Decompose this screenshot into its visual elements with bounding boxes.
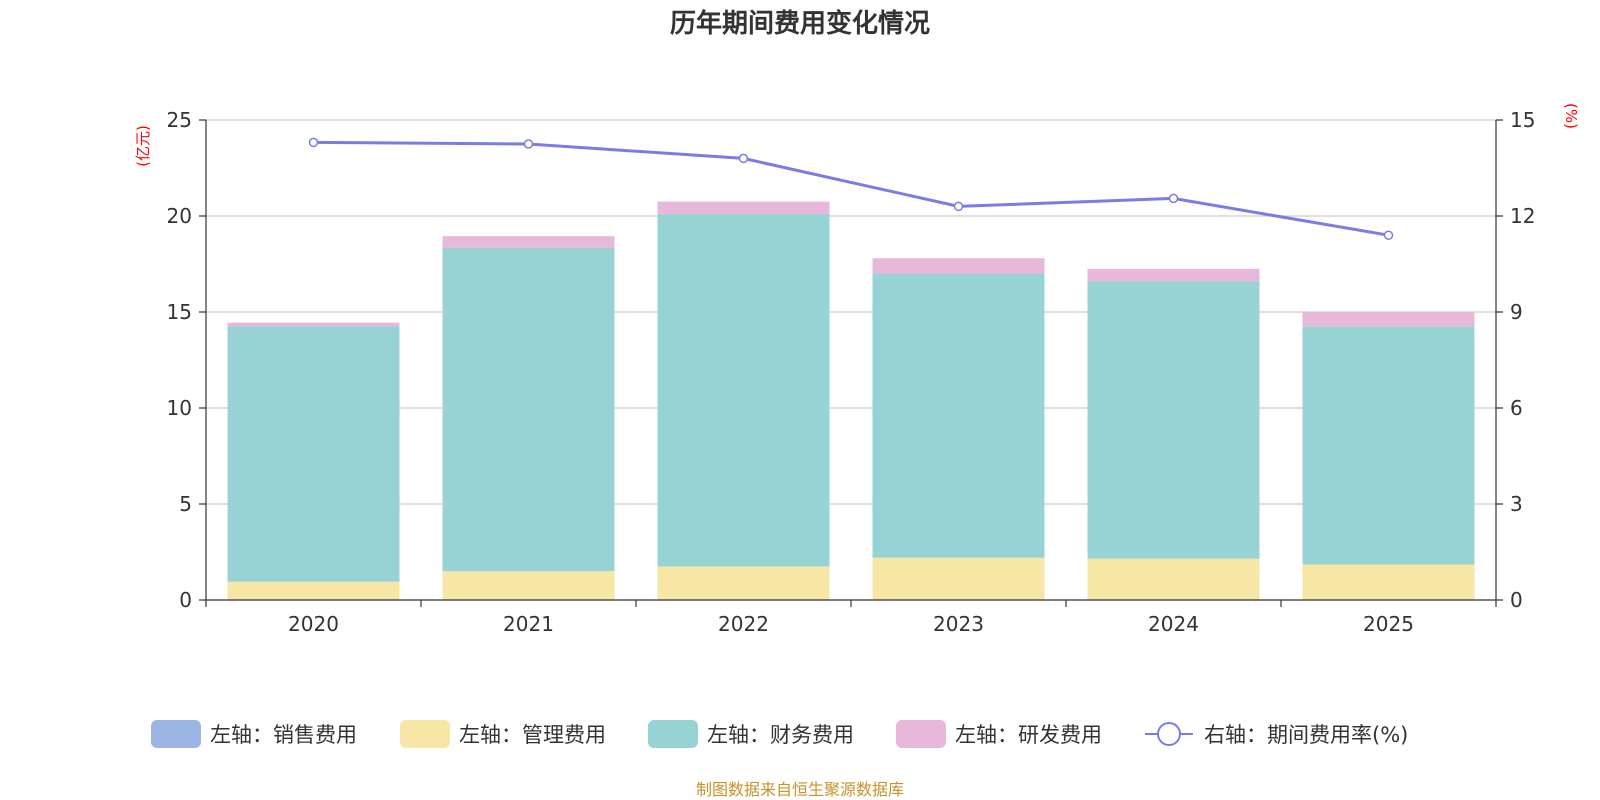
rate-point-2025 [1383,230,1394,240]
left-axis-tick-label: 25 [167,108,192,132]
bar-管理费用-2025 [1302,564,1475,600]
legend-swatch-销售费用 [151,720,201,748]
x-axis-tick-label: 2023 [933,612,984,636]
bar-财务费用-2024 [1087,281,1260,559]
bar-研发费用-2023 [872,258,1045,274]
rate-point-2022 [738,153,749,164]
bar-管理费用-2022 [657,566,830,600]
left-axis-tick-label: 15 [167,300,192,324]
legend-swatch-研发费用 [896,720,946,748]
x-axis-tick-label: 2025 [1363,612,1414,636]
right-axis-tick-label: 12 [1510,204,1535,228]
left-axis-tick-label: 10 [167,396,192,420]
right-axis-tick-label: 15 [1510,108,1535,132]
legend-label-研发费用: 左轴：研发费用 [955,723,1102,747]
x-axis-tick-label: 2020 [288,612,339,636]
right-axis-tick-label: 3 [1510,492,1523,516]
right-axis-tick-label: 6 [1510,396,1523,420]
left-axis-tick-label: 0 [179,588,192,612]
bar-管理费用-2024 [1087,558,1260,600]
line-series [308,137,1394,240]
right-axis-unit: (%) [1562,103,1580,129]
rate-point-2020 [308,137,319,148]
left-axis-tick-label: 20 [167,204,192,228]
bar-财务费用-2025 [1302,326,1475,565]
bar-财务费用-2022 [657,214,830,567]
bar-财务费用-2023 [872,273,1045,558]
source-note: 制图数据来自恒生聚源数据库 [696,780,904,799]
right-axis-tick-label: 0 [1510,588,1523,612]
rate-line [313,140,1389,237]
legend-label-销售费用: 左轴：销售费用 [210,723,357,747]
bar-series [227,201,1475,600]
legend-label-财务费用: 左轴：财务费用 [707,723,854,747]
left-axis-tick-label: 5 [179,492,192,516]
bar-研发费用-2025 [1302,312,1475,327]
bar-研发费用-2022 [657,201,830,215]
legend-line-marker-icon [1157,722,1181,746]
x-axis-tick-label: 2021 [503,612,554,636]
chart-title: 历年期间费用变化情况 [670,8,930,39]
legend-swatch-管理费用 [400,720,450,748]
legend-swatch-财务费用 [648,720,698,748]
left-axis-unit: (亿元) [134,125,152,167]
rate-point-2023 [953,201,964,212]
rate-point-2024 [1168,193,1179,204]
rate-point-2021 [523,139,534,149]
x-axis-tick-label: 2024 [1148,612,1199,636]
bar-研发费用-2024 [1087,268,1260,282]
bar-研发费用-2020 [227,322,400,327]
bar-管理费用-2020 [227,581,400,600]
bar-管理费用-2023 [872,557,1045,600]
legend: 左轴：销售费用 左轴：管理费用 左轴：财务费用 左轴：研发费用 右轴：期间费用率(%) [151,720,1408,748]
legend-label-rate: 右轴：期间费用率(%) [1204,723,1408,747]
bar-财务费用-2021 [442,247,615,572]
x-axis-tick-label: 2022 [718,612,769,636]
legend-label-管理费用: 左轴：管理费用 [459,723,606,747]
bar-管理费用-2021 [442,571,615,600]
bar-财务费用-2020 [227,326,400,582]
bar-研发费用-2021 [442,236,615,248]
right-axis-tick-label: 9 [1510,300,1523,324]
